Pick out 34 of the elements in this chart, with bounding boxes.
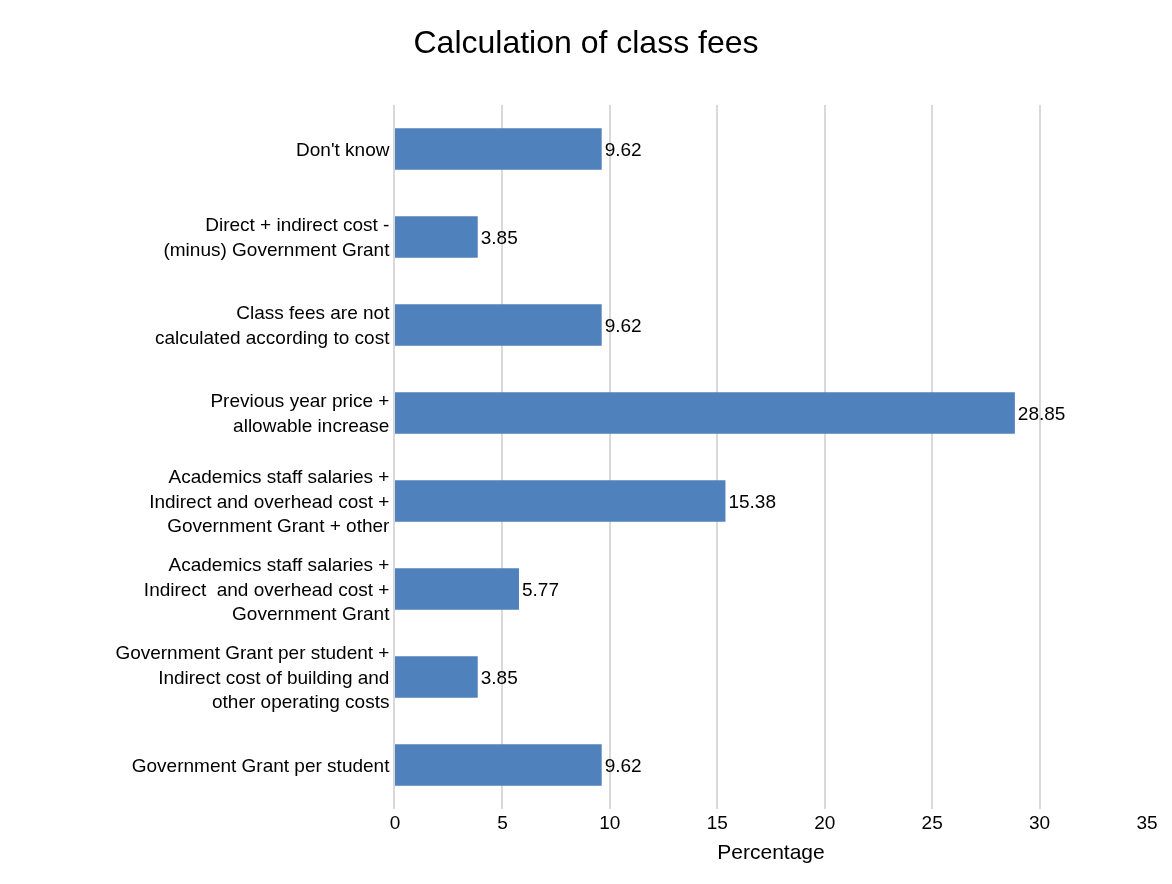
data-label: 3.85: [480, 666, 518, 688]
bar: [395, 744, 602, 786]
x-tick-label: 15: [706, 812, 728, 833]
y-tick-label: Class fees are not calculated according to cost: [154, 302, 391, 348]
y-tick-label: Academics staff salaries + Indirect and overhead cost + Government Grant + other: [149, 465, 391, 537]
y-tick-label: Don't know: [296, 138, 390, 160]
y-tick-label: Previous year price + allowable increase: [210, 390, 390, 436]
y-tick-label: Academics staff salaries + Indirect and overhead cost + Government Grant: [143, 553, 391, 625]
data-label: 9.62: [604, 754, 642, 776]
data-label: 9.62: [604, 138, 642, 160]
x-tick-label: 20: [814, 812, 836, 833]
x-tick-label: 30: [1029, 812, 1051, 833]
bar: [395, 568, 519, 610]
bar: [395, 216, 478, 258]
x-tick-label: 10: [599, 812, 621, 833]
y-tick-label: Government Grant per student: [131, 754, 391, 776]
x-tick-label: 25: [921, 812, 943, 833]
bar: [395, 480, 726, 522]
x-tick-label: 5: [497, 812, 508, 833]
data-label: 28.85: [1017, 402, 1066, 424]
bar: [395, 304, 602, 346]
bar: [395, 128, 602, 170]
bar: [395, 392, 1015, 434]
data-label: 3.85: [480, 226, 518, 248]
y-tick-label: Direct + indirect cost - (minus) Government Grant: [163, 214, 391, 260]
x-tick-label: 0: [389, 812, 401, 833]
y-tick-label: Government Grant per student + Indirect cost of building and other operating costs: [115, 641, 390, 713]
x-tick-label: 35: [1136, 812, 1158, 833]
data-label: 5.77: [521, 578, 559, 600]
x-axis-title: Percentage: [717, 840, 825, 864]
chart-title: Calculation of class fees: [413, 24, 759, 61]
data-label: 9.62: [604, 314, 642, 336]
bar: [395, 656, 478, 698]
data-label: 15.38: [728, 490, 776, 512]
